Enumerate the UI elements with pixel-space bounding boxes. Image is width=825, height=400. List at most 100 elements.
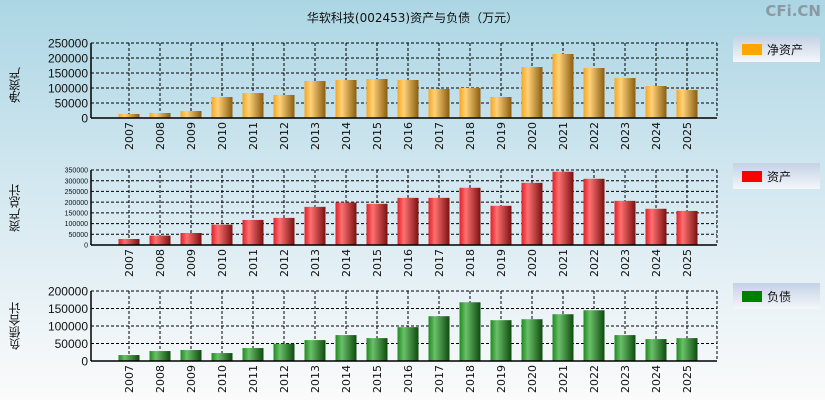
y-tick-label: 0: [81, 355, 88, 369]
bar-2022: [583, 178, 605, 245]
x-tick-label: 2013: [309, 249, 322, 277]
bar-2024: [645, 85, 667, 118]
y-tick-label: 200000: [48, 285, 88, 299]
y-tick-label: 0: [81, 112, 88, 126]
x-tick-label: 2014: [340, 365, 353, 393]
x-tick-label: 2015: [371, 122, 384, 150]
x-tick-label: 2008: [154, 122, 167, 150]
bar-2023: [614, 78, 636, 118]
x-tick-label: 2016: [402, 122, 415, 150]
x-tick-label: 2020: [526, 249, 539, 277]
x-tick-label: 2025: [681, 365, 694, 393]
bar-2015: [366, 338, 388, 361]
legend-swatch: [742, 43, 762, 55]
bar-2021: [552, 171, 574, 245]
bar-2020: [521, 319, 543, 361]
bar-2020: [521, 182, 543, 245]
bar-2014: [335, 202, 357, 245]
x-tick-label: 2014: [340, 249, 353, 277]
x-tick-label: 2018: [464, 249, 477, 277]
bar-2025: [676, 210, 698, 245]
x-tick-label: 2010: [216, 122, 229, 150]
bar-2009: [180, 350, 202, 361]
legend-swatch: [742, 290, 762, 302]
bar-2010: [211, 353, 233, 361]
bar-2024: [645, 339, 667, 361]
y-tick-label: 200000: [65, 200, 88, 207]
bar-2017: [428, 316, 450, 361]
chart-title: 华软科技(002453)资产与负债（万元）: [306, 11, 519, 25]
x-tick-label: 2020: [526, 365, 539, 393]
bar-2022: [583, 310, 605, 361]
y-tick-label: 100000: [48, 320, 88, 334]
legend-label: 资产: [767, 169, 792, 184]
x-tick-label: 2021: [557, 365, 570, 393]
bar-2012: [273, 343, 295, 361]
bar-2015: [366, 203, 388, 245]
x-tick-label: 2009: [185, 249, 198, 277]
y-tick-label: 150000: [48, 302, 88, 316]
bar-2025: [676, 338, 698, 361]
y-tick-label: 350000: [65, 168, 88, 175]
legend-label: 负债: [767, 289, 792, 304]
x-tick-label: 2023: [619, 122, 632, 150]
x-tick-label: 2007: [123, 365, 136, 393]
bar-2025: [676, 90, 698, 118]
x-tick-label: 2023: [619, 249, 632, 277]
x-tick-label: 2018: [464, 365, 477, 393]
x-tick-label: 2008: [154, 249, 167, 277]
bar-2014: [335, 79, 357, 118]
x-tick-label: 2008: [154, 365, 167, 393]
bar-2010: [211, 224, 233, 245]
x-tick-label: 2019: [495, 122, 508, 150]
x-tick-label: 2012: [278, 365, 291, 393]
bar-2016: [397, 79, 419, 118]
x-tick-label: 2012: [278, 249, 291, 277]
x-tick-label: 2016: [402, 365, 415, 393]
bar-2019: [490, 205, 512, 245]
x-tick-label: 2025: [681, 122, 694, 150]
y-tick-label: 50000: [55, 97, 89, 111]
x-tick-label: 2024: [650, 122, 663, 150]
bar-2011: [242, 93, 264, 118]
bar-2023: [614, 335, 636, 361]
y-tick-label: 50000: [55, 337, 89, 351]
x-tick-label: 2013: [309, 365, 322, 393]
bar-2017: [428, 197, 450, 245]
bar-2012: [273, 94, 295, 118]
bar-2012: [273, 217, 295, 245]
y-tick-label: 100000: [48, 82, 88, 96]
x-tick-label: 2010: [216, 365, 229, 393]
y-tick-label: 300000: [65, 178, 88, 185]
x-tick-label: 2022: [588, 122, 601, 150]
x-tick-label: 2007: [123, 249, 136, 277]
bar-2018: [459, 88, 481, 118]
bar-2007: [118, 355, 140, 361]
bar-2011: [242, 348, 264, 361]
bar-2024: [645, 208, 667, 245]
bar-2009: [180, 111, 202, 118]
x-tick-label: 2021: [557, 122, 570, 150]
y-tick-label: 200000: [48, 52, 88, 66]
x-tick-label: 2018: [464, 122, 477, 150]
x-tick-label: 2017: [433, 249, 446, 277]
bar-2017: [428, 88, 450, 118]
x-tick-label: 2019: [495, 249, 508, 277]
bar-2015: [366, 79, 388, 118]
brand-logo: CFi.CN: [765, 2, 821, 20]
x-tick-label: 2015: [371, 365, 384, 393]
bar-2020: [521, 67, 543, 118]
bar-2018: [459, 302, 481, 361]
bar-2013: [304, 206, 326, 245]
bar-2013: [304, 340, 326, 361]
x-tick-label: 2011: [247, 365, 260, 393]
x-tick-label: 2012: [278, 122, 291, 150]
x-tick-label: 2022: [588, 249, 601, 277]
bar-2019: [490, 97, 512, 118]
y-tick-label: 250000: [65, 189, 88, 196]
x-tick-label: 2023: [619, 365, 632, 393]
y-tick-label: 150000: [65, 211, 88, 218]
bar-2023: [614, 200, 636, 245]
x-tick-label: 2009: [185, 365, 198, 393]
